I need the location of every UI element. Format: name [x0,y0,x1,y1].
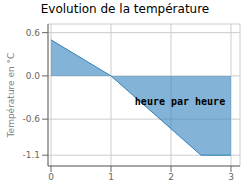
svg-text:0: 0 [48,172,54,182]
html-text:Evolution de la température: Evolution de la température [40,2,210,16]
svg-text:-0.6: -0.6 [22,114,40,124]
svg-text:heure par heure: heure par heure [135,96,225,107]
svg-text:-1.1: -1.1 [22,150,40,160]
svg-text:Température en °C: Température en °C [8,53,16,139]
svg-text:2: 2 [168,172,174,182]
svg-text:0.6: 0.6 [26,28,41,38]
svg-text:1: 1 [108,172,114,182]
svg-text:3: 3 [228,172,234,182]
svg-text:0.0: 0.0 [26,71,41,81]
